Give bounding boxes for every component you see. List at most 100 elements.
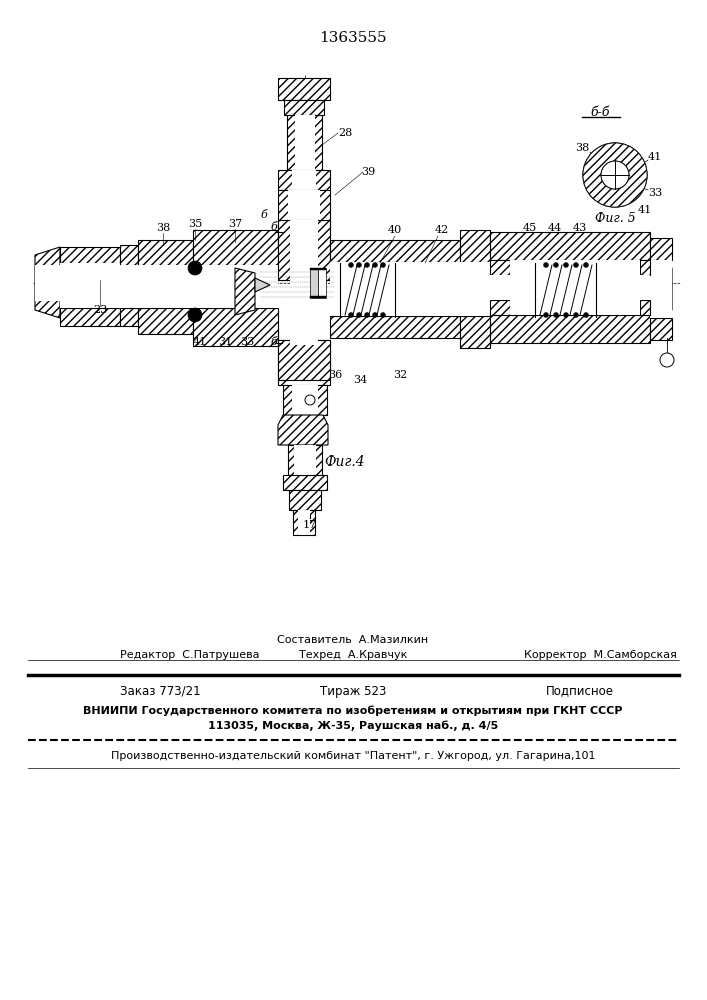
Text: 40: 40	[388, 225, 402, 235]
Circle shape	[544, 312, 549, 318]
Bar	[490, 275, 650, 300]
Bar	[120, 308, 138, 326]
Text: Заказ 773/21: Заказ 773/21	[120, 684, 201, 698]
Text: 32: 32	[393, 370, 407, 380]
Bar	[60, 247, 120, 263]
Text: 41: 41	[193, 337, 207, 347]
Text: 39: 39	[361, 167, 375, 177]
Bar	[287, 115, 322, 170]
Bar	[60, 263, 120, 308]
Bar	[60, 308, 120, 326]
Circle shape	[380, 312, 385, 318]
Text: Фиг.4: Фиг.4	[325, 455, 366, 469]
Circle shape	[305, 395, 315, 405]
Text: Фиг. 5: Фиг. 5	[595, 212, 636, 225]
Bar	[310, 296, 326, 298]
Bar	[290, 220, 318, 345]
Circle shape	[601, 161, 629, 189]
Bar	[490, 260, 510, 275]
Bar	[138, 265, 193, 308]
Text: 43: 43	[573, 223, 587, 233]
Circle shape	[188, 261, 202, 275]
Bar	[193, 265, 278, 308]
Polygon shape	[284, 100, 324, 115]
Bar	[295, 115, 315, 170]
Polygon shape	[289, 490, 321, 510]
Bar	[193, 308, 278, 346]
Text: б: б	[270, 337, 276, 347]
Text: Составитель  А.Мазилкин: Составитель А.Мазилкин	[277, 635, 428, 645]
Bar	[278, 220, 330, 280]
Circle shape	[373, 262, 378, 267]
Text: Редактор  С.Патрушева: Редактор С.Патрушева	[120, 650, 259, 660]
Text: 38: 38	[575, 143, 589, 153]
Bar	[292, 385, 318, 415]
Text: 41: 41	[648, 152, 662, 162]
Bar	[278, 340, 330, 380]
Text: 34: 34	[353, 375, 367, 385]
Bar	[490, 300, 510, 315]
Bar	[490, 260, 650, 315]
Text: 113035, Москва, Ж-35, Раушская наб., д. 4/5: 113035, Москва, Ж-35, Раушская наб., д. …	[208, 721, 498, 731]
Bar	[288, 340, 320, 385]
Circle shape	[563, 262, 568, 267]
Polygon shape	[278, 78, 330, 100]
Text: 35: 35	[188, 219, 202, 229]
Text: б: б	[260, 210, 267, 220]
Circle shape	[554, 312, 559, 318]
Text: 33: 33	[240, 337, 254, 347]
Bar	[292, 170, 316, 190]
Circle shape	[349, 312, 354, 318]
Bar	[490, 315, 650, 343]
Bar	[330, 240, 460, 262]
Circle shape	[554, 262, 559, 267]
Bar	[460, 262, 490, 316]
Circle shape	[188, 308, 202, 322]
Text: 28: 28	[338, 128, 352, 138]
Text: 41: 41	[638, 205, 652, 215]
Bar	[288, 445, 322, 475]
Bar	[330, 316, 460, 338]
Bar	[293, 510, 315, 535]
Bar	[310, 268, 318, 298]
Circle shape	[583, 143, 647, 207]
Text: 45: 45	[523, 223, 537, 233]
Circle shape	[365, 262, 370, 267]
Bar	[330, 262, 460, 316]
Bar	[278, 190, 330, 230]
Bar	[650, 238, 672, 260]
Circle shape	[583, 312, 588, 318]
Bar	[35, 265, 60, 301]
Circle shape	[660, 353, 674, 367]
Circle shape	[544, 262, 549, 267]
Text: Корректор  М.Самборская: Корректор М.Самборская	[524, 650, 677, 660]
Circle shape	[583, 262, 588, 267]
Circle shape	[356, 312, 361, 318]
Bar	[193, 230, 278, 265]
Polygon shape	[283, 475, 327, 490]
Bar	[640, 300, 650, 315]
Bar	[490, 232, 650, 260]
Text: 17: 17	[303, 520, 317, 530]
Bar	[278, 170, 330, 190]
Text: б: б	[270, 222, 276, 232]
Polygon shape	[235, 268, 255, 315]
Bar	[460, 316, 490, 348]
Polygon shape	[650, 260, 672, 318]
Circle shape	[356, 262, 361, 267]
Bar	[120, 245, 138, 265]
Polygon shape	[255, 278, 270, 292]
Bar	[460, 230, 490, 262]
Text: 31: 31	[218, 337, 232, 347]
Bar	[510, 260, 640, 315]
Circle shape	[373, 312, 378, 318]
Bar	[120, 265, 138, 308]
Bar	[294, 445, 316, 475]
Bar	[138, 240, 193, 265]
Bar	[298, 510, 310, 535]
Bar	[650, 318, 672, 340]
Bar	[278, 340, 330, 385]
Text: 44: 44	[548, 223, 562, 233]
Circle shape	[563, 312, 568, 318]
Text: Производственно-издательский комбинат "Патент", г. Ужгород, ул. Гагарина,101: Производственно-издательский комбинат "П…	[111, 751, 595, 761]
